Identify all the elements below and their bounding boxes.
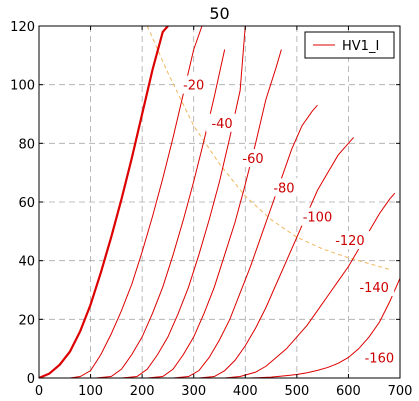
- x-tick-label: 300: [181, 384, 206, 399]
- curve-label: -80: [273, 181, 294, 196]
- curve-label-bg: [267, 178, 300, 197]
- legend: HV1_I: [304, 31, 395, 59]
- curve-label: -120: [335, 234, 365, 249]
- y-tick-label: 20: [18, 313, 35, 328]
- curve-label: -160: [365, 351, 395, 366]
- curve-minus-120: [198, 137, 354, 378]
- x-tick-label: 700: [388, 384, 413, 399]
- load-line: [146, 26, 390, 270]
- curve-minus-40: [95, 49, 226, 378]
- x-tick-label: 500: [284, 384, 309, 399]
- x-tick-label: 600: [336, 384, 361, 399]
- curve-label: -100: [303, 211, 333, 226]
- curve-0: [39, 26, 169, 378]
- y-tick-label: 80: [18, 137, 35, 152]
- curve-label-bg: [329, 231, 370, 250]
- y-tick-label: 60: [18, 196, 35, 211]
- curve-label: -20: [183, 79, 204, 94]
- curve-labels-group: -20 -40 -60 -80 -100-120 -140 -160: [177, 75, 400, 367]
- curve-label: -140: [359, 281, 389, 296]
- x-tick-label: 400: [233, 384, 258, 399]
- ticks-group: 0 100 200 300 400 500 600 700 0 20 40 60 80 100 120: [10, 20, 412, 399]
- y-tick-label: 100: [10, 79, 35, 94]
- x-tick-label: 100: [78, 384, 103, 399]
- curve-minus-100: [173, 104, 318, 378]
- curve-label-bg: [354, 278, 395, 297]
- curve-minus-60: [121, 26, 246, 378]
- curve-minus-160: [250, 278, 400, 378]
- curve-minus-20: [69, 26, 203, 378]
- grid: [39, 26, 400, 378]
- curve-minus-80: [147, 49, 282, 378]
- curve-label-bg: [206, 113, 239, 132]
- curves-group: [39, 26, 400, 378]
- load-line-group: [146, 26, 390, 270]
- curve-label-bg: [237, 149, 270, 167]
- curve-minus-140: [224, 192, 396, 378]
- y-tick-label: 120: [10, 20, 35, 35]
- curve-label-bg: [359, 348, 400, 367]
- curve-label-bg: [177, 75, 210, 94]
- y-tick-label: 0: [27, 372, 35, 387]
- y-tick-label: 40: [18, 255, 35, 270]
- x-tick-label: 0: [35, 384, 43, 399]
- curve-label-bg: [297, 207, 338, 226]
- curve-label: -40: [211, 117, 232, 132]
- curve-label: -60: [242, 152, 263, 167]
- chart-title: 50: [209, 4, 229, 23]
- x-tick-label: 200: [130, 384, 155, 399]
- legend-entry: HV1_I: [342, 39, 379, 54]
